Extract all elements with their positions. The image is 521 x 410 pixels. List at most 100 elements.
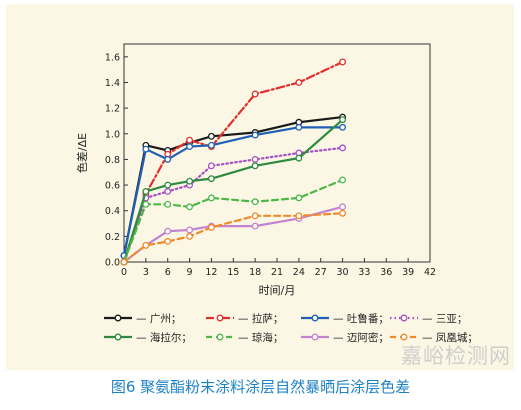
legend: — 广州； — 拉萨； — 吐鲁番； — 三亚； — 海拉尔； — 琼海； — 迈阿密； — …	[104, 312, 478, 344]
data-point	[142, 188, 150, 195]
data-point	[251, 131, 259, 139]
y-tick-label: 1.2	[105, 104, 120, 115]
data-point	[186, 232, 194, 240]
series-迈阿密	[120, 203, 347, 266]
legend-item: — 拉萨；	[206, 312, 283, 325]
legend-item: — 广州；	[104, 313, 181, 325]
legend-label: — 凤凰城；	[422, 332, 478, 344]
data-point	[164, 238, 172, 245]
legend-label: — 琼海；	[238, 331, 283, 344]
y-tick-label: 0.0	[105, 258, 120, 269]
data-point	[339, 176, 347, 184]
data-point	[164, 227, 172, 235]
y-tick-label: 1.0	[105, 129, 120, 140]
x-tick-label: 21	[271, 267, 283, 278]
data-point	[295, 154, 303, 162]
data-point	[207, 132, 215, 140]
x-tick-label: 27	[315, 267, 327, 278]
data-point	[339, 116, 347, 124]
legend-label: — 三亚；	[422, 313, 467, 325]
y-tick-label: 0.4	[105, 206, 120, 217]
y-tick-label: 1.4	[105, 78, 120, 89]
data-point	[339, 209, 347, 217]
series-line	[122, 212, 344, 264]
series-layer	[120, 58, 347, 266]
legend-marker	[216, 314, 224, 322]
data-point	[186, 143, 194, 151]
series-line	[122, 118, 344, 264]
legend-item: — 迈阿密；	[301, 331, 389, 344]
legend-marker	[400, 314, 408, 322]
x-axis-label: 时间/月	[259, 284, 296, 297]
data-point	[339, 203, 347, 211]
legend-item: — 三亚；	[390, 313, 467, 325]
series-吐鲁番	[120, 123, 347, 260]
data-point	[164, 181, 172, 189]
series-line	[122, 60, 344, 264]
y-axis-label: 色差/ΔE	[75, 133, 89, 173]
legend-label: — 吐鲁番；	[333, 312, 389, 325]
series-line	[122, 126, 344, 257]
series-凤凰城	[120, 209, 347, 266]
data-point	[295, 194, 303, 202]
watermark: 嘉峪检测网	[401, 344, 511, 368]
legend-label: — 广州；	[136, 313, 181, 325]
y-tick-label: 0.6	[105, 181, 120, 192]
y-tick-label: 1.6	[105, 52, 120, 63]
x-tick-label: 39	[402, 267, 414, 278]
data-point	[186, 177, 194, 185]
data-point	[251, 155, 259, 163]
data-point	[142, 241, 150, 249]
data-point	[339, 144, 347, 152]
x-tick-label: 18	[249, 267, 261, 278]
x-tick-label: 42	[424, 267, 436, 278]
data-point	[295, 212, 303, 220]
data-point	[164, 155, 172, 163]
data-point	[164, 200, 172, 208]
legend-label: — 海拉尔；	[136, 331, 192, 344]
y-tick-label: 0.8	[105, 155, 120, 166]
legend-item: — 海拉尔；	[104, 331, 192, 344]
legend-item: — 琼海；	[206, 331, 283, 344]
legend-marker	[400, 333, 408, 341]
data-point	[295, 123, 303, 131]
x-tick-label: 0	[121, 267, 127, 278]
legend-item: — 吐鲁番；	[301, 312, 389, 325]
x-tick-label: 3	[143, 267, 149, 278]
x-tick-label: 15	[227, 267, 239, 278]
data-point	[142, 145, 150, 153]
legend-marker	[311, 333, 319, 341]
data-point	[186, 226, 194, 234]
data-point	[186, 136, 194, 144]
data-point	[207, 175, 215, 183]
legend-item: — 凤凰城；	[390, 332, 478, 344]
axis-ticks: 0 3 6 9 12 15 18 21 24 27 30 33 36 39 420.00.20.40.60.…	[105, 52, 436, 278]
data-point	[120, 258, 128, 266]
data-point	[207, 141, 215, 149]
data-point	[339, 58, 347, 66]
legend-marker	[216, 333, 224, 341]
series-拉萨	[120, 58, 347, 266]
series-line	[122, 115, 344, 257]
data-point	[207, 194, 215, 202]
data-point	[207, 223, 215, 231]
y-tick-label: 0.2	[105, 232, 120, 243]
series-琼海	[120, 176, 347, 266]
legend-marker	[114, 333, 122, 341]
x-tick-label: 6	[165, 267, 171, 278]
data-point	[251, 198, 259, 206]
data-point	[251, 90, 259, 98]
series-line	[122, 205, 344, 264]
series-广州	[120, 113, 347, 260]
legend-marker	[311, 314, 319, 322]
data-point	[251, 162, 259, 170]
data-point	[207, 162, 215, 170]
legend-label: — 迈阿密；	[333, 331, 389, 344]
plot-frame	[123, 43, 431, 263]
x-tick-label: 24	[293, 267, 305, 278]
x-tick-label: 33	[358, 267, 370, 278]
x-tick-label: 30	[337, 267, 349, 278]
series-line	[122, 146, 344, 264]
x-tick-label: 36	[380, 267, 392, 278]
axes	[123, 43, 431, 263]
